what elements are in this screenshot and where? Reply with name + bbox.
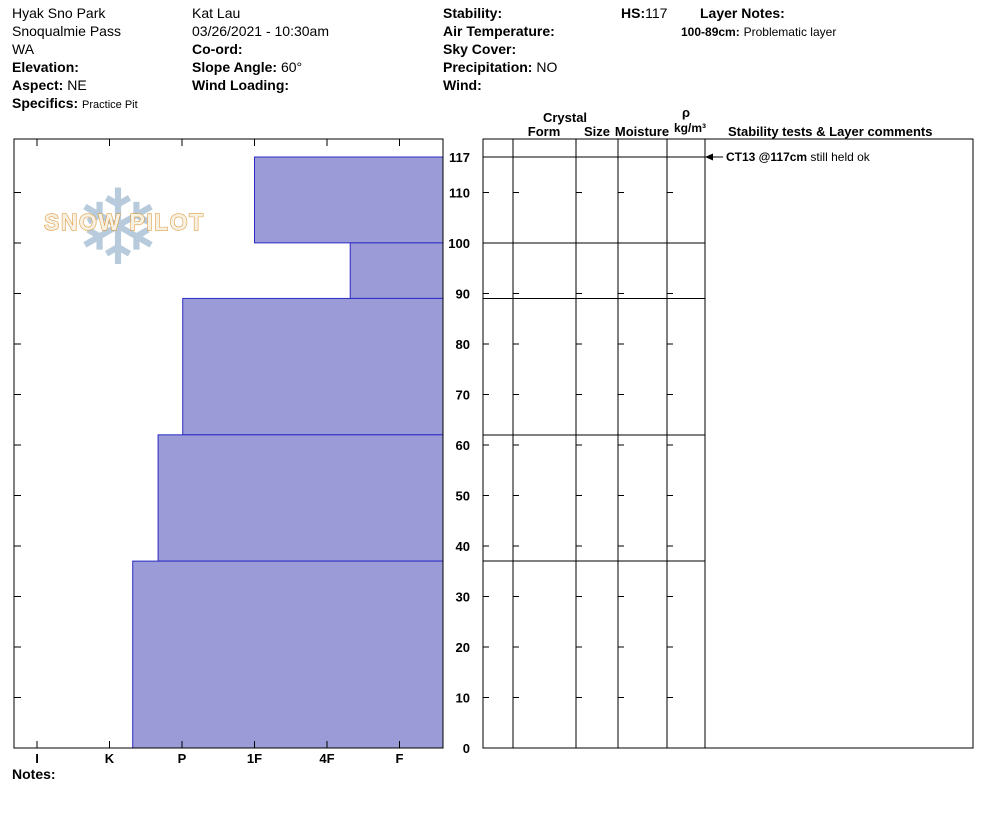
- layer-note-depth: 100-89cm:: [681, 25, 740, 39]
- form-column-header: Form: [528, 124, 561, 139]
- slope-angle-value: 60°: [280, 59, 303, 75]
- stability-row: Stability:: [443, 4, 557, 22]
- specifics-label: Specifics:: [12, 95, 79, 111]
- hardness-axis-label: K: [105, 751, 115, 766]
- wind-label: Wind:: [443, 77, 482, 93]
- depth-label: 30: [456, 589, 470, 604]
- observer-column: Kat Lau 03/26/2021 - 10:30am Co-ord: Slo…: [192, 4, 329, 94]
- stability-test-comment: still held ok: [807, 150, 871, 164]
- depth-label: 90: [456, 286, 470, 301]
- hardness-axis-label: F: [396, 751, 404, 766]
- depth-label: 70: [456, 387, 470, 402]
- layer-notes-header-row: Layer Notes:: [681, 4, 836, 22]
- wind-row: Wind:: [443, 76, 557, 94]
- depth-label: 0: [463, 741, 470, 756]
- depth-label: 80: [456, 337, 470, 352]
- snow-layer-bar: [349, 242, 444, 299]
- hs-value: 117: [645, 5, 668, 21]
- site-name: Hyak Sno Park: [12, 5, 106, 21]
- stability-label: Stability:: [443, 5, 503, 21]
- comments-column-header: Stability tests & Layer comments: [728, 124, 932, 139]
- site-area: Snoqualmie Pass: [12, 23, 121, 39]
- sky-cover-label: Sky Cover:: [443, 41, 517, 57]
- layer-note-row: 100-89cm: Problematic layer: [681, 22, 836, 40]
- hardness-axis-label: 1F: [247, 751, 262, 766]
- precipitation-label: Precipitation:: [443, 59, 533, 75]
- depth-label: 20: [456, 640, 470, 655]
- specifics-row: Specifics: Practice Pit: [12, 94, 138, 112]
- table-border: [482, 138, 974, 749]
- aspect-label: Aspect:: [12, 77, 64, 93]
- observation-datetime: 03/26/2021 - 10:30am: [192, 23, 329, 39]
- location-column: Hyak Sno Park Snoqualmie Pass WA Elevati…: [12, 4, 138, 112]
- conditions-column: Stability: Air Temperature: Sky Cover: P…: [443, 4, 557, 94]
- coord-row: Co-ord:: [192, 40, 329, 58]
- coord-label: Co-ord:: [192, 41, 243, 57]
- depth-label: 50: [456, 488, 470, 503]
- snow-layer-bar: [182, 297, 444, 436]
- layer-note-text: Problematic layer: [743, 25, 837, 39]
- snowpilot-logo-text: SNOW PILOT: [44, 209, 205, 235]
- depth-label: 40: [456, 539, 470, 554]
- wind-loading-label: Wind Loading:: [192, 77, 290, 93]
- annotation-arrow-head-icon: [705, 153, 713, 161]
- depth-label: 10: [456, 690, 470, 705]
- size-column-header: Size: [584, 124, 610, 139]
- density-unit-header: kg/m³: [674, 121, 706, 135]
- wind-loading-row: Wind Loading:: [192, 76, 329, 94]
- site-state: WA: [12, 41, 35, 57]
- moisture-column-header: Moisture: [615, 124, 669, 139]
- depth-label: 110: [449, 185, 470, 200]
- hs-row: HS:117: [621, 4, 667, 22]
- layer-notes-label: Layer Notes:: [700, 5, 785, 21]
- plot-border-overlay: [13, 138, 444, 749]
- precipitation-value: NO: [536, 59, 558, 75]
- air-temp-row: Air Temperature:: [443, 22, 557, 40]
- depth-label: 100: [448, 236, 470, 251]
- snow-layer-bar: [132, 560, 444, 749]
- aspect-row: Aspect: NE: [12, 76, 138, 94]
- elevation-label: Elevation:: [12, 59, 79, 75]
- sky-cover-row: Sky Cover:: [443, 40, 557, 58]
- depth-label: 117: [449, 150, 470, 165]
- density-symbol-header: ρ: [682, 105, 690, 120]
- specifics-value: Practice Pit: [82, 99, 138, 111]
- precipitation-row: Precipitation: NO: [443, 58, 557, 76]
- stability-test-result: CT13 @117cm: [726, 150, 807, 164]
- depth-label: 60: [456, 438, 470, 453]
- observer-name: Kat Lau: [192, 5, 241, 21]
- slope-angle-row: Slope Angle: 60°: [192, 58, 329, 76]
- snowpilot-logo-snowflake-icon: ❄: [74, 170, 162, 287]
- stability-test-annotation: CT13 @117cm still held ok: [726, 150, 871, 164]
- snow-layer-bar: [254, 156, 444, 244]
- hardness-axis-label: P: [178, 751, 187, 766]
- hardness-axis-label: I: [35, 751, 39, 766]
- hs-column: HS:117: [621, 4, 667, 22]
- elevation-row: Elevation:: [12, 58, 138, 76]
- notes-label: Notes:: [12, 766, 56, 782]
- crystal-group-header: Crystal: [543, 110, 587, 125]
- layer-notes-column: Layer Notes: 100-89cm: Problematic layer: [681, 4, 836, 40]
- hs-label: HS:: [621, 5, 646, 21]
- air-temp-label: Air Temperature:: [443, 23, 555, 39]
- snow-layer-bar: [157, 434, 444, 562]
- slope-angle-label: Slope Angle:: [192, 59, 278, 75]
- hardness-axis-label: 4F: [319, 751, 334, 766]
- aspect-value: NE: [67, 77, 87, 93]
